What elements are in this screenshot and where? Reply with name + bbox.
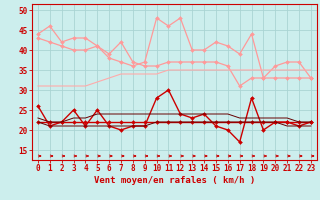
X-axis label: Vent moyen/en rafales ( km/h ): Vent moyen/en rafales ( km/h ) <box>94 176 255 185</box>
